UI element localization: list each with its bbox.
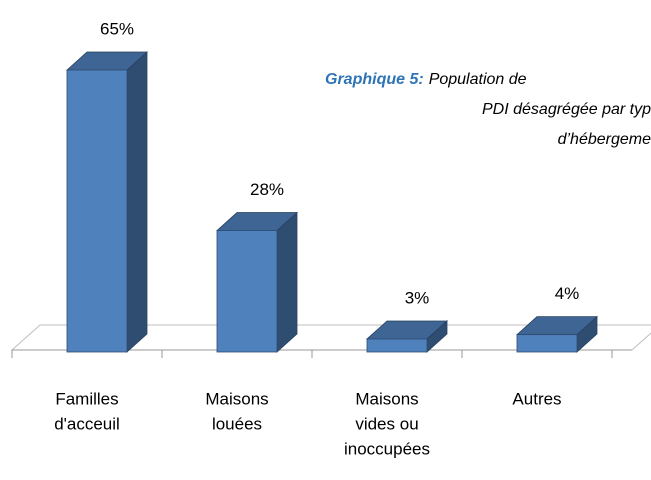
bar: [66, 69, 128, 353]
caption-label: Graphique 5:: [325, 71, 424, 88]
x-tick-label: vides ou: [355, 414, 418, 433]
value-label: 65%: [100, 19, 134, 38]
caption-line: PDI désagrégée par typ: [482, 101, 651, 118]
x-tick-label: Autres: [512, 389, 561, 408]
caption-line: d’hébergeme: [558, 131, 651, 148]
bar: [216, 230, 278, 353]
x-tick-label: d'acceuil: [54, 414, 120, 433]
x-tick-label: inoccupées: [344, 439, 430, 458]
x-tick-label: Maisons: [205, 389, 268, 408]
value-label: 3%: [405, 288, 430, 307]
caption: Graphique 5: Population de: [325, 71, 527, 88]
x-tick-label: Familles: [55, 389, 118, 408]
bar: [516, 334, 578, 353]
bar-side: [276, 211, 298, 353]
value-label: 4%: [555, 284, 580, 303]
value-label: 28%: [250, 180, 284, 199]
x-tick-label: Maisons: [355, 389, 418, 408]
bar: [366, 338, 428, 353]
caption-line: Population de: [429, 71, 527, 88]
bar-side: [126, 51, 148, 353]
x-tick-label: louées: [212, 414, 262, 433]
